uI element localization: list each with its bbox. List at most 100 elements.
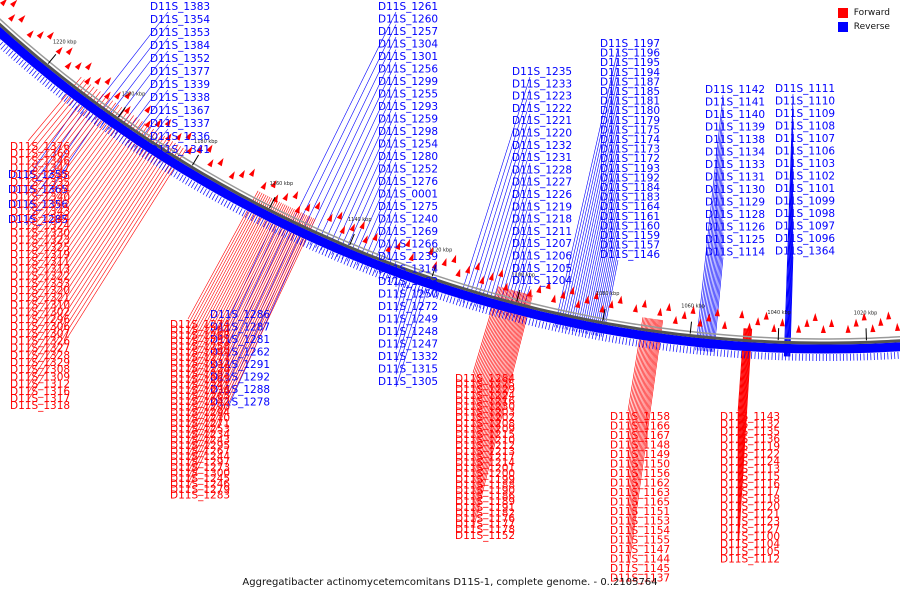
gene-label[interactable]: D11S_1264 bbox=[170, 325, 230, 337]
gene-label[interactable]: D11S_1314 bbox=[378, 264, 438, 276]
gene-label[interactable]: D11S_1241 bbox=[170, 380, 230, 392]
gene-label[interactable]: D11S_1269 bbox=[378, 226, 438, 238]
gene-label[interactable]: D11S_1167 bbox=[610, 430, 670, 442]
gene-label[interactable]: D11S_1203 bbox=[455, 407, 515, 419]
gene-label[interactable]: D11S_1125 bbox=[705, 234, 765, 246]
gene-label[interactable]: D11S_1251 bbox=[170, 336, 230, 348]
gene-label[interactable]: D11S_1277 bbox=[170, 352, 230, 364]
gene-label[interactable]: D11S_1208 bbox=[455, 418, 515, 430]
gene-label[interactable]: D11S_1189 bbox=[455, 496, 515, 508]
gene-label[interactable]: D11S_1341 bbox=[150, 144, 210, 156]
gene-label[interactable]: D11S_1179 bbox=[600, 115, 660, 127]
gene-label[interactable]: D11S_1145 bbox=[610, 563, 670, 575]
gene-label[interactable]: D11S_1317 bbox=[10, 393, 70, 405]
gene-label[interactable]: D11S_1138 bbox=[705, 134, 765, 146]
gene-label[interactable]: D11S_1132 bbox=[720, 419, 780, 431]
gene-label[interactable]: D11S_1135 bbox=[720, 426, 780, 438]
gene-label[interactable]: D11S_1180 bbox=[600, 105, 660, 117]
gene-label[interactable]: D11S_1153 bbox=[610, 516, 670, 528]
gene-label[interactable]: D11S_1136 bbox=[720, 434, 780, 446]
gene-label[interactable]: D11S_1207 bbox=[512, 238, 572, 250]
gene-label[interactable]: D11S_1152 bbox=[455, 530, 515, 542]
gene-label[interactable]: D11S_1178 bbox=[455, 524, 515, 536]
gene-label[interactable]: D11S_1225 bbox=[455, 379, 515, 391]
gene-label[interactable]: D11S_0001 bbox=[378, 189, 438, 201]
gene-label[interactable]: D11S_1305 bbox=[378, 376, 438, 388]
gene-label[interactable]: D11S_1301 bbox=[378, 51, 438, 63]
gene-label[interactable]: D11S_1160 bbox=[600, 220, 660, 232]
gene-label[interactable]: D11S_1356 bbox=[8, 199, 68, 211]
gene-label[interactable]: D11S_1102 bbox=[775, 171, 835, 183]
gene-label[interactable]: D11S_1329 bbox=[10, 357, 70, 369]
gene-label[interactable]: D11S_1191 bbox=[455, 502, 515, 514]
gene-label[interactable]: D11S_1272 bbox=[378, 301, 438, 313]
gene-label[interactable]: D11S_1333 bbox=[10, 278, 70, 290]
gene-label[interactable]: D11S_1227 bbox=[512, 177, 572, 189]
gene-label[interactable]: D11S_1129 bbox=[705, 197, 765, 209]
gene-label[interactable]: D11S_1219 bbox=[512, 201, 572, 213]
gene-label[interactable]: D11S_1139 bbox=[705, 122, 765, 134]
gene-label[interactable]: D11S_1235 bbox=[512, 66, 572, 78]
gene-label[interactable]: D11S_1217 bbox=[455, 451, 515, 463]
gene-label[interactable]: D11S_1096 bbox=[775, 233, 835, 245]
gene-label[interactable]: D11S_1279 bbox=[170, 484, 230, 496]
gene-label[interactable]: D11S_1320 bbox=[10, 285, 70, 297]
gene-label[interactable]: D11S_1157 bbox=[600, 240, 660, 252]
gene-label[interactable]: D11S_1172 bbox=[600, 153, 660, 165]
gene-label[interactable]: D11S_1133 bbox=[705, 159, 765, 171]
gene-label[interactable]: D11S_1273 bbox=[170, 462, 230, 474]
gene-label[interactable]: D11S_1247 bbox=[378, 339, 438, 351]
gene-label[interactable]: D11S_1176 bbox=[455, 513, 515, 525]
gene-label[interactable]: D11S_1221 bbox=[512, 115, 572, 127]
gene-label[interactable]: D11S_1383 bbox=[150, 1, 210, 13]
gene-label[interactable]: D11S_1222 bbox=[512, 103, 572, 115]
gene-label[interactable]: D11S_1158 bbox=[610, 411, 670, 423]
gene-label[interactable]: D11S_1239 bbox=[378, 251, 438, 263]
gene-label[interactable]: D11S_1181 bbox=[600, 96, 660, 108]
gene-label[interactable]: D11S_1142 bbox=[705, 84, 765, 96]
gene-label[interactable]: D11S_1216 bbox=[455, 395, 515, 407]
gene-label[interactable]: D11S_1226 bbox=[512, 189, 572, 201]
gene-label[interactable]: D11S_1285 bbox=[8, 214, 68, 226]
gene-label[interactable]: D11S_1127 bbox=[720, 524, 780, 536]
gene-label[interactable]: D11S_1100 bbox=[720, 531, 780, 543]
gene-label[interactable]: D11S_1204 bbox=[512, 275, 572, 287]
gene-label[interactable]: D11S_1365 bbox=[8, 184, 68, 196]
gene-label[interactable]: D11S_1117 bbox=[720, 486, 780, 498]
gene-label[interactable]: D11S_1367 bbox=[150, 105, 210, 117]
gene-label[interactable]: D11S_1270 bbox=[170, 413, 230, 425]
gene-label[interactable]: D11S_1268 bbox=[170, 330, 230, 342]
gene-label[interactable]: D11S_1293 bbox=[378, 101, 438, 113]
gene-label[interactable]: D11S_1308 bbox=[10, 364, 70, 376]
gene-label[interactable]: D11S_1256 bbox=[378, 64, 438, 76]
gene-label[interactable]: D11S_1255 bbox=[378, 89, 438, 101]
gene-label[interactable]: D11S_1286 bbox=[210, 309, 270, 321]
gene-label[interactable]: D11S_1228 bbox=[512, 164, 572, 176]
gene-label[interactable]: D11S_1315 bbox=[378, 364, 438, 376]
gene-label[interactable]: D11S_1130 bbox=[705, 184, 765, 196]
gene-label[interactable]: D11S_1206 bbox=[512, 251, 572, 263]
gene-label[interactable]: D11S_1141 bbox=[705, 97, 765, 109]
gene-label[interactable]: D11S_1364 bbox=[775, 246, 835, 258]
gene-label[interactable]: D11S_1146 bbox=[600, 249, 660, 261]
gene-label[interactable]: D11S_1347 bbox=[10, 163, 70, 175]
gene-label[interactable]: D11S_1195 bbox=[600, 57, 660, 69]
gene-label[interactable]: D11S_1334 bbox=[10, 184, 70, 196]
gene-label[interactable]: D11S_1113 bbox=[720, 464, 780, 476]
gene-label[interactable]: D11S_1257 bbox=[378, 26, 438, 38]
gene-label[interactable]: D11S_1309 bbox=[10, 371, 70, 383]
legend-item-reverse[interactable]: Reverse bbox=[837, 22, 890, 32]
gene-label[interactable]: D11S_1249 bbox=[378, 314, 438, 326]
gene-label[interactable]: D11S_1355 bbox=[8, 169, 68, 181]
gene-label[interactable]: D11S_1307 bbox=[10, 328, 70, 340]
gene-label[interactable]: D11S_1343 bbox=[10, 206, 70, 218]
gene-label[interactable]: D11S_1192 bbox=[600, 172, 660, 184]
gene-label[interactable]: D11S_1121 bbox=[720, 509, 780, 521]
gene-label[interactable]: D11S_1245 bbox=[170, 473, 230, 485]
gene-label[interactable]: D11S_1151 bbox=[610, 506, 670, 518]
gene-label[interactable]: D11S_1122 bbox=[720, 449, 780, 461]
gene-label[interactable]: D11S_1298 bbox=[378, 126, 438, 138]
gene-label[interactable]: D11S_1183 bbox=[600, 192, 660, 204]
gene-label[interactable]: D11S_1348 bbox=[10, 170, 70, 182]
gene-label[interactable]: D11S_1177 bbox=[455, 519, 515, 531]
